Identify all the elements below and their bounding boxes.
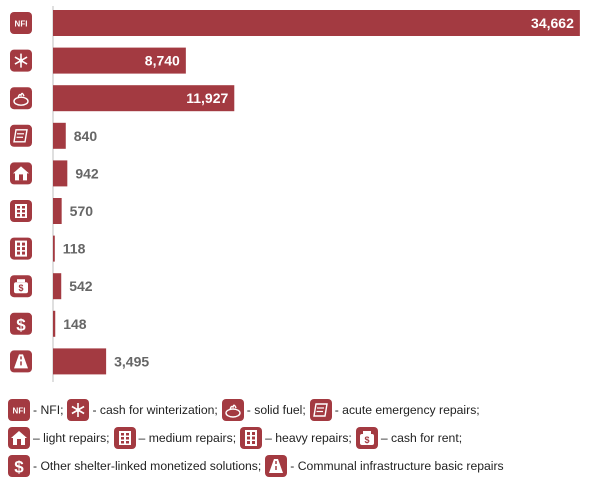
bar <box>53 198 62 224</box>
legend-label: - acute emergency repairs; <box>334 403 480 417</box>
snowflake-icon <box>67 399 90 421</box>
road-icon <box>265 455 288 477</box>
fuel-icon <box>221 399 244 421</box>
bar <box>53 160 68 187</box>
legend-icon: $ <box>8 455 30 477</box>
legend-label: - Other shelter-linked monetized solutio… <box>33 459 262 473</box>
legend-icon <box>265 455 288 477</box>
medium-building-icon <box>113 427 136 449</box>
nfi-icon-text: NFI <box>13 407 26 416</box>
nfi-icon-text: NFI <box>15 20 28 29</box>
legend-label: – heavy repairs; <box>265 431 352 445</box>
legend-label: – medium repairs; <box>138 431 237 445</box>
bar <box>53 85 235 112</box>
legend: NFI - NFI; - cash for winterization; - soli… <box>8 396 593 480</box>
legend-icon <box>67 399 90 421</box>
legend-label: - Communal infrastructure basic repairs <box>290 459 504 473</box>
legend-icon: $ <box>355 427 378 449</box>
svg-text:$: $ <box>14 458 24 477</box>
bar-value-label: 148 <box>63 316 87 332</box>
svg-text:$: $ <box>18 283 23 293</box>
legend-icon <box>113 427 136 449</box>
snowflake-icon <box>10 49 32 72</box>
legend-icon <box>8 427 30 449</box>
road-icon <box>10 350 32 373</box>
bar <box>53 10 580 36</box>
legend-icon: NFI <box>8 399 30 421</box>
bar-value-label: 840 <box>74 128 98 144</box>
bar <box>53 348 107 375</box>
bar-chart: 34,662 8,740 11,927 840 942 570 118 542 148 3,495… <box>10 6 580 382</box>
heavy-building-icon <box>10 237 32 260</box>
legend-label: - solid fuel; <box>246 403 306 417</box>
bar-value-label: 8,740 <box>145 53 180 69</box>
bar-value-label: 542 <box>69 278 93 294</box>
bar <box>53 273 62 300</box>
legend-icon <box>309 399 332 421</box>
fuel-icon <box>10 87 32 110</box>
legend-line: – light repairs; – medium repairs; – heavy… <box>8 424 593 452</box>
legend-label: - NFI; <box>33 403 64 417</box>
bar <box>53 47 186 74</box>
emergency-repair-icon <box>309 399 332 421</box>
svg-text:$: $ <box>364 435 369 445</box>
bar <box>53 122 66 149</box>
emergency-repair-icon <box>10 124 32 147</box>
house-icon <box>8 427 30 449</box>
dollar-icon: $ <box>8 455 30 477</box>
svg-text:$: $ <box>16 315 26 334</box>
legend-line: $ - Other shelter-linked monetized soluti… <box>8 452 593 480</box>
legend-label: – cash for rent; <box>380 431 463 445</box>
nfi-icon: NFI <box>8 399 30 421</box>
nfi-icon: NFI <box>10 12 32 34</box>
bar <box>53 310 56 337</box>
money-bag-icon: $ <box>355 427 378 449</box>
legend-icon <box>240 427 263 449</box>
bar-value-label: 570 <box>70 203 94 219</box>
bar-value-label: 118 <box>63 241 86 257</box>
bar-value-label: 11,927 <box>186 90 228 106</box>
dollar-icon: $ <box>10 312 32 335</box>
legend-line: NFI - NFI; - cash for winterization; - soli… <box>8 396 593 424</box>
legend-icon <box>221 399 244 421</box>
bar-value-label: 942 <box>75 165 99 181</box>
medium-building-icon <box>10 200 32 222</box>
bar <box>53 235 55 262</box>
bar-value-label: 3,495 <box>114 353 149 369</box>
bar-value-label: 34,662 <box>531 15 574 31</box>
house-icon <box>10 162 32 185</box>
heavy-building-icon <box>240 427 263 449</box>
money-bag-icon: $ <box>10 275 32 298</box>
legend-label: - cash for winterization; <box>92 403 218 417</box>
legend-label: – light repairs; <box>33 431 110 445</box>
